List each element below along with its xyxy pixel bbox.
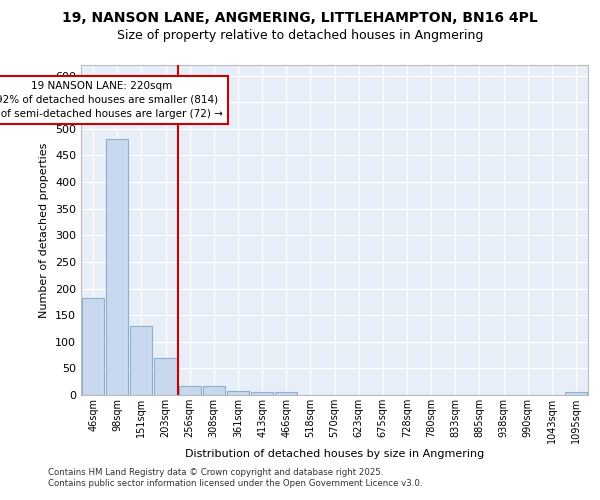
Bar	[106, 139, 128, 395]
Text: 19 NANSON LANE: 220sqm
← 92% of detached houses are smaller (814)
8% of semi-det: 19 NANSON LANE: 220sqm ← 92% of detached…	[0, 81, 223, 119]
Bar	[227, 390, 249, 395]
Bar	[154, 358, 176, 395]
Bar	[82, 298, 104, 395]
Bar	[275, 392, 298, 395]
Bar	[179, 386, 201, 395]
X-axis label: Distribution of detached houses by size in Angmering: Distribution of detached houses by size …	[185, 448, 484, 458]
Text: Size of property relative to detached houses in Angmering: Size of property relative to detached ho…	[117, 29, 483, 42]
Bar	[203, 386, 225, 395]
Bar	[130, 326, 152, 395]
Text: Contains HM Land Registry data © Crown copyright and database right 2025.
Contai: Contains HM Land Registry data © Crown c…	[48, 468, 422, 487]
Bar	[251, 392, 273, 395]
Y-axis label: Number of detached properties: Number of detached properties	[40, 142, 49, 318]
Bar	[565, 392, 587, 395]
Text: 19, NANSON LANE, ANGMERING, LITTLEHAMPTON, BN16 4PL: 19, NANSON LANE, ANGMERING, LITTLEHAMPTO…	[62, 11, 538, 25]
